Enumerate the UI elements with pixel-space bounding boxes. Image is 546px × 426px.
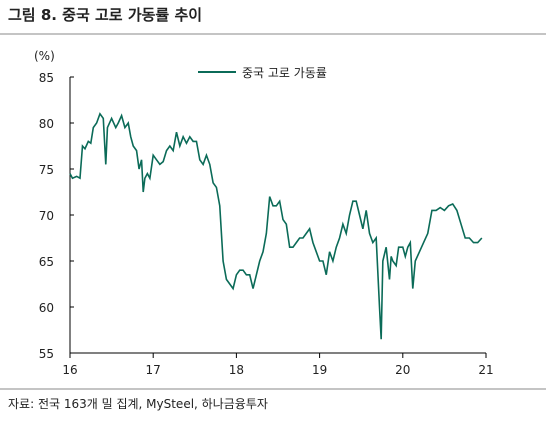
line-series bbox=[69, 112, 483, 340]
source: 자료: 전국 163개 밀 집계, MySteel, 하나금융투자 bbox=[8, 397, 268, 411]
x-tick-label: 19 bbox=[312, 363, 327, 377]
y-tick-label: 65 bbox=[39, 255, 54, 269]
x-tick-label: 17 bbox=[146, 363, 161, 377]
y-tick-label: 60 bbox=[39, 301, 54, 315]
y-axis-label: (%) bbox=[34, 49, 55, 63]
legend-label: 중국 고로 가동률 bbox=[242, 66, 327, 80]
y-tick-label: 85 bbox=[39, 71, 54, 85]
y-tick-label: 75 bbox=[39, 163, 54, 177]
x-tick-label: 18 bbox=[229, 363, 244, 377]
chart-title: 그림 8. 중국 고로 가동률 추이 bbox=[8, 6, 202, 24]
y-tick-label: 55 bbox=[39, 347, 54, 361]
x-tick-label: 21 bbox=[478, 363, 493, 377]
y-tick-label: 70 bbox=[39, 209, 54, 223]
x-tick-label: 16 bbox=[62, 363, 77, 377]
x-tick-label: 20 bbox=[395, 363, 410, 377]
y-tick-label: 80 bbox=[39, 117, 54, 131]
